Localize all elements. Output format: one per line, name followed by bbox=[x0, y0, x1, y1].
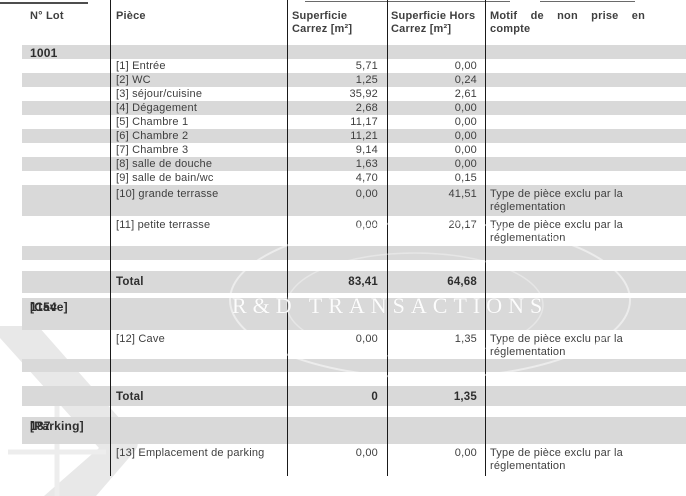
piece-row: [3] séjour/cuisine 35,92 2,61 bbox=[0, 87, 686, 101]
superficie-hors-carrez-value: 41,51 bbox=[448, 188, 477, 200]
superficie-hors-carrez-value: 0,00 bbox=[454, 102, 477, 114]
page-crop-artifact bbox=[540, 1, 635, 2]
superficie-hors-carrez-value: 0,24 bbox=[454, 74, 477, 86]
superficie-carrez-value: 5,71 bbox=[355, 60, 378, 72]
lot-type: [Cave] bbox=[30, 300, 68, 314]
piece-name: [6] Chambre 2 bbox=[116, 130, 189, 142]
lot-header-row: 187 [Parking] bbox=[0, 417, 686, 444]
superficie-hors-carrez-value: 1,35 bbox=[453, 391, 477, 403]
superficie-carrez-value: 83,41 bbox=[348, 276, 378, 288]
superficie-hors-carrez-value: 0,00 bbox=[454, 60, 477, 72]
superficie-hors-carrez-value: 2,61 bbox=[454, 88, 477, 100]
header-superficie-carrez: Superficie Carrez [m²] bbox=[292, 10, 353, 35]
piece-name: [1] Entrée bbox=[116, 60, 166, 72]
motif-value: Type de pièce exclu par la réglementatio… bbox=[490, 447, 623, 472]
superficie-hors-carrez-value: 0,00 bbox=[454, 158, 477, 170]
piece-name: [10] grande terrasse bbox=[116, 188, 219, 200]
total-label: Total bbox=[116, 276, 144, 288]
superficie-carrez-value: 2,68 bbox=[355, 102, 378, 114]
piece-row: [7] Chambre 3 9,14 0,00 bbox=[0, 143, 686, 157]
column-divider bbox=[110, 0, 111, 476]
table-header-row: N° Lot Pièce Superficie Carrez [m²] Supe… bbox=[0, 3, 686, 45]
superficie-carrez-value: 0,00 bbox=[355, 188, 378, 200]
spacer-row bbox=[0, 372, 686, 386]
superficie-carrez-value: 35,92 bbox=[349, 88, 378, 100]
superficie-carrez-value: 9,14 bbox=[355, 144, 378, 156]
header-superficie-hors-carrez: Superficie Hors Carrez [m²] bbox=[391, 10, 476, 35]
piece-name: [11] petite terrasse bbox=[116, 219, 211, 231]
motif-value: Type de pièce exclu par la réglementatio… bbox=[490, 188, 623, 213]
lot-type: [Parking] bbox=[30, 419, 84, 433]
piece-name: [7] Chambre 3 bbox=[116, 144, 189, 156]
page-crop-artifact bbox=[0, 2, 88, 4]
superficie-hors-carrez-value: 0,15 bbox=[454, 172, 477, 184]
lot-number: 1154 bbox=[30, 300, 57, 314]
superficie-carrez-value: 11,17 bbox=[350, 116, 378, 128]
column-divider bbox=[485, 0, 486, 476]
lot-number: 187 bbox=[30, 419, 51, 433]
piece-row: [6] Chambre 2 11,21 0,00 bbox=[0, 129, 686, 143]
spacer-row bbox=[0, 246, 686, 260]
spacer-row bbox=[0, 260, 686, 271]
column-divider bbox=[287, 0, 288, 476]
piece-name: [5] Chambre 1 bbox=[116, 116, 189, 128]
piece-row: [4] Dégagement 2,68 0,00 bbox=[0, 101, 686, 115]
spacer-row bbox=[0, 359, 686, 372]
superficie-hors-carrez-value: 64,68 bbox=[447, 276, 477, 288]
superficie-hors-carrez-value: 1,35 bbox=[454, 333, 477, 345]
motif-value: Type de pièce exclu par la réglementatio… bbox=[490, 333, 623, 358]
superficie-hors-carrez-value: 0,00 bbox=[454, 130, 477, 142]
piece-name: [3] séjour/cuisine bbox=[116, 88, 203, 100]
header-piece: Pièce bbox=[116, 10, 146, 22]
total-row: Total 0 1,35 bbox=[0, 386, 686, 406]
superficie-carrez-value: 1,63 bbox=[355, 158, 378, 170]
lot-number: 1001 bbox=[30, 46, 58, 60]
header-motif: Motif de non prise en compte bbox=[490, 10, 645, 35]
table-rows: 1001 [1] Entrée 5,71 0,00 [2] WC 1,25 0,24 [3] … bbox=[0, 45, 686, 476]
page-crop-artifact bbox=[305, 1, 510, 2]
piece-row: [10] grande terrasse 0,00 41,51 Type de piè… bbox=[0, 185, 686, 216]
column-divider bbox=[387, 0, 388, 476]
spacer-row bbox=[0, 406, 686, 417]
superficie-hors-carrez-value: 0,00 bbox=[454, 116, 477, 128]
superficie-carrez-value: 11,21 bbox=[350, 130, 378, 142]
superficie-carrez-value: 0,00 bbox=[355, 447, 378, 459]
superficie-hors-carrez-value: 20,17 bbox=[448, 219, 477, 231]
piece-row: [8] salle de douche 1,63 0,00 bbox=[0, 157, 686, 171]
piece-name: [4] Dégagement bbox=[116, 102, 198, 114]
lot-header-row: 1154 [Cave] bbox=[0, 298, 686, 330]
piece-row: [12] Cave 0,00 1,35 Type de pièce exclu par… bbox=[0, 330, 686, 359]
piece-name: [12] Cave bbox=[116, 333, 165, 345]
superficie-carrez-value: 0,00 bbox=[355, 333, 378, 345]
lot-header-row: 1001 bbox=[0, 45, 686, 59]
superficie-carrez-value: 0 bbox=[371, 391, 378, 403]
piece-row: [1] Entrée 5,71 0,00 bbox=[0, 59, 686, 73]
piece-name: [8] salle de douche bbox=[116, 158, 213, 170]
superficie-hors-carrez-value: 0,00 bbox=[454, 144, 477, 156]
piece-name: [13] Emplacement de parking bbox=[116, 447, 265, 459]
piece-name: [2] WC bbox=[116, 74, 151, 86]
piece-row: [2] WC 1,25 0,24 bbox=[0, 73, 686, 87]
piece-row: [5] Chambre 1 11,17 0,00 bbox=[0, 115, 686, 129]
piece-row: [11] petite terrasse 0,00 20,17 Type de piè… bbox=[0, 216, 686, 246]
superficie-carrez-value: 4,70 bbox=[355, 172, 378, 184]
superficie-hors-carrez-value: 0,00 bbox=[454, 447, 477, 459]
total-label: Total bbox=[116, 391, 144, 403]
total-row: Total 83,41 64,68 bbox=[0, 271, 686, 293]
motif-value: Type de pièce exclu par la réglementatio… bbox=[490, 219, 623, 244]
piece-row: [9] salle de bain/wc 4,70 0,15 bbox=[0, 171, 686, 185]
header-lot-number: N° Lot bbox=[30, 10, 64, 22]
superficie-carrez-value: 0,00 bbox=[355, 219, 378, 231]
piece-name: [9] salle de bain/wc bbox=[116, 172, 214, 184]
superficie-carrez-value: 1,25 bbox=[355, 74, 378, 86]
piece-row: [13] Emplacement de parking 0,00 0,00 Type … bbox=[0, 444, 686, 476]
